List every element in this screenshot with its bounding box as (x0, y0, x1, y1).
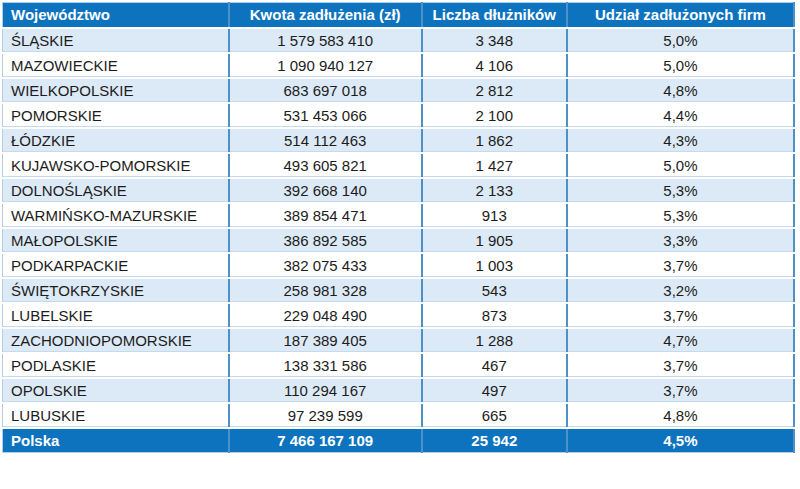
table-row: ZACHODNIOPOMORSKIE187 389 4051 2884,7% (3, 328, 795, 353)
table-footer: Polska 7 466 167 109 25 942 4,5% (3, 428, 795, 453)
debtor-count-cell: 1 288 (422, 328, 567, 353)
voivodeship-cell: ŚLĄSKIE (3, 28, 229, 53)
voivodeship-cell: PODKARPACKIE (3, 253, 229, 278)
debtor-count-cell: 1 003 (422, 253, 567, 278)
table-row: PODLASKIE138 331 5864673,7% (3, 353, 795, 378)
debtor-share-cell: 5,0% (567, 53, 794, 78)
debtor-count-cell: 2 100 (422, 103, 567, 128)
debtor-share-cell: 5,0% (567, 28, 794, 53)
debt-amount-cell: 683 697 018 (229, 78, 422, 103)
voivodeship-debt-table: Województwo Kwota zadłużenia (zł) Liczba… (2, 2, 795, 453)
debtor-count-cell: 2 133 (422, 178, 567, 203)
header-voivodeship: Województwo (3, 3, 229, 28)
footer-debt-amount: 7 466 167 109 (229, 428, 422, 453)
debt-amount-cell: 97 239 599 (229, 403, 422, 428)
debtor-count-cell: 913 (422, 203, 567, 228)
voivodeship-cell: MAZOWIECKIE (3, 53, 229, 78)
debtor-share-cell: 4,8% (567, 403, 794, 428)
debtor-count-cell: 467 (422, 353, 567, 378)
debt-amount-cell: 389 854 471 (229, 203, 422, 228)
debt-amount-cell: 1 579 583 410 (229, 28, 422, 53)
debtor-share-cell: 4,3% (567, 128, 794, 153)
table-row: WIELKOPOLSKIE683 697 0182 8124,8% (3, 78, 795, 103)
debt-amount-cell: 138 331 586 (229, 353, 422, 378)
header-debt-amount: Kwota zadłużenia (zł) (229, 3, 422, 28)
footer-row-total: Polska 7 466 167 109 25 942 4,5% (3, 428, 795, 453)
table-row: ŚLĄSKIE1 579 583 4103 3485,0% (3, 28, 795, 53)
debt-amount-cell: 386 892 585 (229, 228, 422, 253)
table-row: PODKARPACKIE382 075 4331 0033,7% (3, 253, 795, 278)
debtor-share-cell: 5,0% (567, 153, 794, 178)
debtor-share-cell: 5,3% (567, 178, 794, 203)
footer-debtor-count: 25 942 (422, 428, 567, 453)
table-row: WARMIŃSKO-MAZURSKIE389 854 4719135,3% (3, 203, 795, 228)
debtor-share-cell: 3,7% (567, 353, 794, 378)
debtor-count-cell: 1 862 (422, 128, 567, 153)
voivodeship-cell: WIELKOPOLSKIE (3, 78, 229, 103)
debtor-count-cell: 1 427 (422, 153, 567, 178)
debt-amount-cell: 382 075 433 (229, 253, 422, 278)
table-row: ŁÓDZKIE514 112 4631 8624,3% (3, 128, 795, 153)
voivodeship-cell: KUJAWSKO-POMORSKIE (3, 153, 229, 178)
voivodeship-cell: PODLASKIE (3, 353, 229, 378)
debtor-share-cell: 3,7% (567, 303, 794, 328)
header-debtor-share: Udział zadłużonych firm (567, 3, 794, 28)
voivodeship-cell: LUBUSKIE (3, 403, 229, 428)
debtor-share-cell: 4,7% (567, 328, 794, 353)
debt-amount-cell: 1 090 940 127 (229, 53, 422, 78)
voivodeship-cell: OPOLSKIE (3, 378, 229, 403)
voivodeship-cell: ZACHODNIOPOMORSKIE (3, 328, 229, 353)
debtor-count-cell: 4 106 (422, 53, 567, 78)
table-row: KUJAWSKO-POMORSKIE493 605 8211 4275,0% (3, 153, 795, 178)
voivodeship-cell: MAŁOPOLSKIE (3, 228, 229, 253)
debt-amount-cell: 187 389 405 (229, 328, 422, 353)
debtor-share-cell: 3,2% (567, 278, 794, 303)
voivodeship-cell: ŚWIĘTOKRZYSKIE (3, 278, 229, 303)
debtor-share-cell: 5,3% (567, 203, 794, 228)
table-row: MAŁOPOLSKIE386 892 5851 9053,3% (3, 228, 795, 253)
debt-amount-cell: 514 112 463 (229, 128, 422, 153)
debtor-share-cell: 3,3% (567, 228, 794, 253)
table-row: LUBELSKIE229 048 4908733,7% (3, 303, 795, 328)
debt-table-container: Województwo Kwota zadłużenia (zł) Liczba… (0, 0, 800, 453)
voivodeship-cell: ŁÓDZKIE (3, 128, 229, 153)
table-row: DOLNOŚLĄSKIE392 668 1402 1335,3% (3, 178, 795, 203)
footer-debtor-share: 4,5% (567, 428, 794, 453)
debtor-count-cell: 1 905 (422, 228, 567, 253)
debtor-count-cell: 665 (422, 403, 567, 428)
voivodeship-cell: WARMIŃSKO-MAZURSKIE (3, 203, 229, 228)
voivodeship-cell: POMORSKIE (3, 103, 229, 128)
table-row: POMORSKIE531 453 0662 1004,4% (3, 103, 795, 128)
debtor-count-cell: 543 (422, 278, 567, 303)
voivodeship-cell: LUBELSKIE (3, 303, 229, 328)
debtor-share-cell: 4,4% (567, 103, 794, 128)
debtor-count-cell: 873 (422, 303, 567, 328)
table-row: MAZOWIECKIE1 090 940 1274 1065,0% (3, 53, 795, 78)
table-row: OPOLSKIE110 294 1674973,7% (3, 378, 795, 403)
debtor-count-cell: 2 812 (422, 78, 567, 103)
table-row: LUBUSKIE97 239 5996654,8% (3, 403, 795, 428)
debt-amount-cell: 493 605 821 (229, 153, 422, 178)
voivodeship-cell: DOLNOŚLĄSKIE (3, 178, 229, 203)
debt-amount-cell: 392 668 140 (229, 178, 422, 203)
debt-amount-cell: 110 294 167 (229, 378, 422, 403)
table-header: Województwo Kwota zadłużenia (zł) Liczba… (3, 3, 795, 28)
debtor-share-cell: 3,7% (567, 378, 794, 403)
debt-amount-cell: 229 048 490 (229, 303, 422, 328)
debtor-share-cell: 4,8% (567, 78, 794, 103)
debtor-share-cell: 3,7% (567, 253, 794, 278)
table-row: ŚWIĘTOKRZYSKIE258 981 3285433,2% (3, 278, 795, 303)
debt-amount-cell: 531 453 066 (229, 103, 422, 128)
footer-country-label: Polska (3, 428, 229, 453)
debtor-count-cell: 497 (422, 378, 567, 403)
debt-amount-cell: 258 981 328 (229, 278, 422, 303)
debtor-count-cell: 3 348 (422, 28, 567, 53)
table-body: ŚLĄSKIE1 579 583 4103 3485,0%MAZOWIECKIE… (3, 28, 795, 428)
header-debtor-count: Liczba dłużników (422, 3, 567, 28)
header-row: Województwo Kwota zadłużenia (zł) Liczba… (3, 3, 795, 28)
